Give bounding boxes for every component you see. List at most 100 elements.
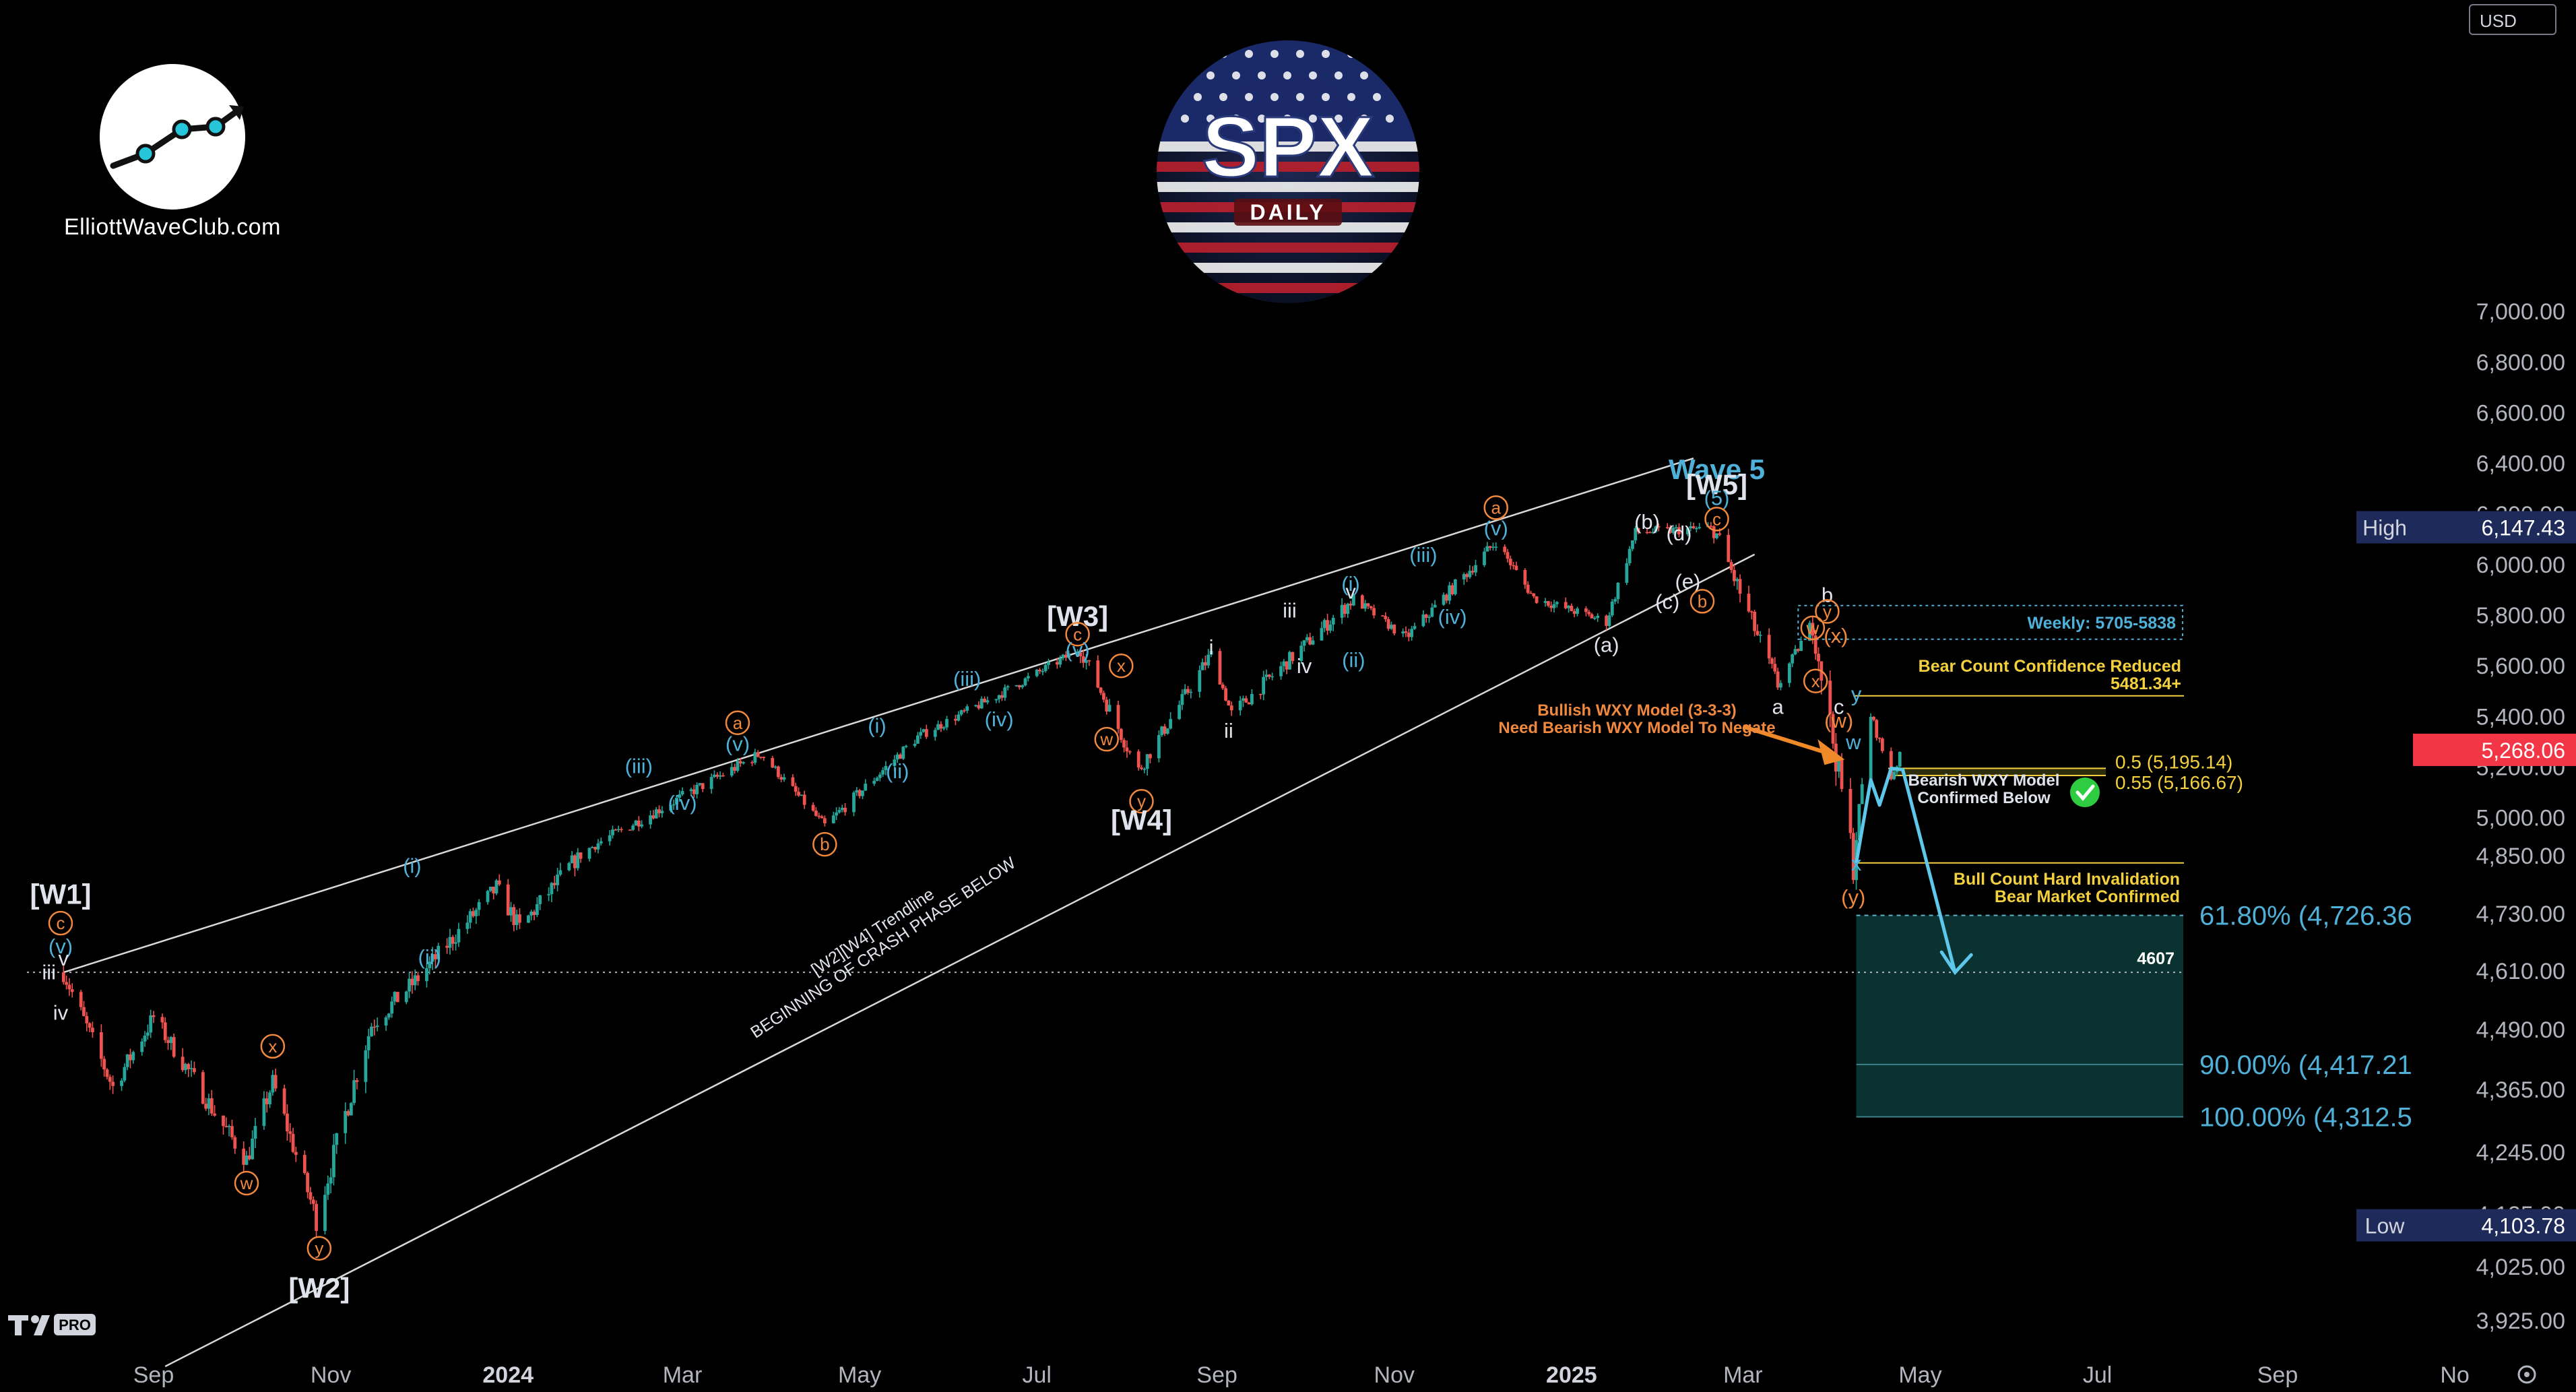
candle-body xyxy=(620,829,623,831)
last-price: 5,268.06 xyxy=(2481,738,2565,763)
candle-body xyxy=(61,972,65,982)
wave-label: (iv) xyxy=(985,707,1014,731)
price-tick-label: 4,850.00 xyxy=(2476,844,2565,869)
wave-label: w xyxy=(1805,618,1819,638)
candle-body xyxy=(567,863,571,871)
candle-body xyxy=(1047,662,1050,665)
wave-label: (i) xyxy=(1341,572,1360,596)
bearish-model-label: Bearish WXY Model xyxy=(1908,771,2060,790)
logo-node-icon xyxy=(135,144,156,164)
candle-body xyxy=(70,989,74,992)
candle-body xyxy=(1087,660,1091,662)
candle-body xyxy=(715,774,719,777)
candle-body xyxy=(1840,759,1844,789)
candle-body xyxy=(1250,693,1254,705)
candle-body xyxy=(474,910,478,916)
candle-body xyxy=(1671,528,1675,533)
flag-star-icon xyxy=(1334,115,1343,123)
candle-body xyxy=(433,954,437,959)
candle-body xyxy=(509,907,513,916)
candles-layer xyxy=(61,521,1902,1238)
time-tick-label: No xyxy=(2440,1362,2469,1388)
candle-body xyxy=(689,789,693,792)
candle-body xyxy=(1122,740,1126,748)
chart-settings-icon[interactable] xyxy=(2517,1365,2536,1384)
candle-body xyxy=(736,761,740,771)
candle-body xyxy=(817,815,821,817)
candle-body xyxy=(864,784,868,791)
candle-body xyxy=(323,1195,327,1231)
candle-body xyxy=(189,1068,193,1069)
candle-body xyxy=(1692,526,1696,529)
price-tick-label: 3,925.00 xyxy=(2476,1308,2565,1334)
wave-label-ring xyxy=(1109,653,1134,678)
candle-body xyxy=(1372,608,1376,616)
wave-label-ring xyxy=(260,1034,286,1059)
candle-body xyxy=(773,766,777,768)
time-tick-label: Jul xyxy=(1022,1362,1051,1388)
candle-body xyxy=(924,729,928,737)
candle-body xyxy=(1183,689,1187,695)
wave-label: x xyxy=(1851,852,1862,875)
candle-body xyxy=(1360,595,1364,609)
candle-body xyxy=(1116,705,1120,729)
candle-body xyxy=(111,1081,115,1086)
candle-body xyxy=(963,710,966,711)
bullish-model-arrow xyxy=(1742,724,1832,757)
currency-selector[interactable]: USD xyxy=(2469,4,2556,35)
candle-body xyxy=(875,778,879,781)
wave-label: (v) xyxy=(1066,638,1090,662)
candle-body xyxy=(1605,615,1609,626)
candle-body xyxy=(742,762,745,764)
candle-body xyxy=(213,1113,216,1116)
candle-body xyxy=(416,975,420,982)
candle-body xyxy=(79,992,83,1007)
candle-body xyxy=(1145,754,1149,769)
candle-body xyxy=(628,829,632,831)
candle-body xyxy=(942,727,946,729)
wave-label-ring xyxy=(1094,726,1120,752)
site-logo xyxy=(100,64,245,210)
wave-label: (ii) xyxy=(1342,648,1365,672)
candle-body xyxy=(1793,649,1797,655)
flag-star-icon xyxy=(1296,50,1304,58)
flag-stripe xyxy=(1157,243,1419,253)
candle-body xyxy=(1753,612,1757,631)
low-tag-bg xyxy=(2356,1209,2413,1242)
wave-label: (iii) xyxy=(625,755,653,778)
candle-body xyxy=(1270,676,1275,678)
candle-body xyxy=(1043,664,1048,671)
fib-level-label: 90.00% (4,417.21) xyxy=(2199,1050,2421,1080)
logo-node-icon xyxy=(172,119,192,139)
candle-body xyxy=(1142,769,1147,770)
candle-body xyxy=(1299,645,1303,661)
last-price-bg xyxy=(2413,733,2576,766)
candle-body xyxy=(1064,654,1068,658)
candle-body xyxy=(1003,687,1007,698)
wave-label: (v) xyxy=(1484,516,1508,540)
flag-star-icon xyxy=(1219,93,1227,101)
time-tick-label: 2024 xyxy=(482,1362,534,1388)
candle-body xyxy=(1869,716,1873,784)
wave-label: w xyxy=(1845,730,1861,754)
candle-body xyxy=(375,1025,379,1027)
candle-body xyxy=(1677,527,1681,534)
wave-label: (iv) xyxy=(668,791,697,815)
candle-body xyxy=(756,752,760,757)
wave-label: ii xyxy=(1224,719,1233,742)
wave-label-major: [W2] xyxy=(288,1272,350,1304)
candle-body xyxy=(1837,759,1841,772)
candle-body xyxy=(1165,728,1169,734)
candle-body xyxy=(247,1156,251,1160)
candle-body xyxy=(1506,552,1510,559)
candle-body xyxy=(1656,526,1661,528)
weekly-zone xyxy=(1797,604,2183,640)
wave-label: c xyxy=(1073,624,1082,644)
candle-body xyxy=(465,922,470,929)
candle-body xyxy=(1392,625,1396,634)
wave-labels-layer: [W1]c(v)viiiivwxy[W2](i)(ii)(iii)(iv)a(v… xyxy=(30,453,1865,1304)
wave-label: (5) xyxy=(1704,486,1730,509)
candle-body xyxy=(506,884,510,916)
candle-body xyxy=(1532,593,1536,597)
